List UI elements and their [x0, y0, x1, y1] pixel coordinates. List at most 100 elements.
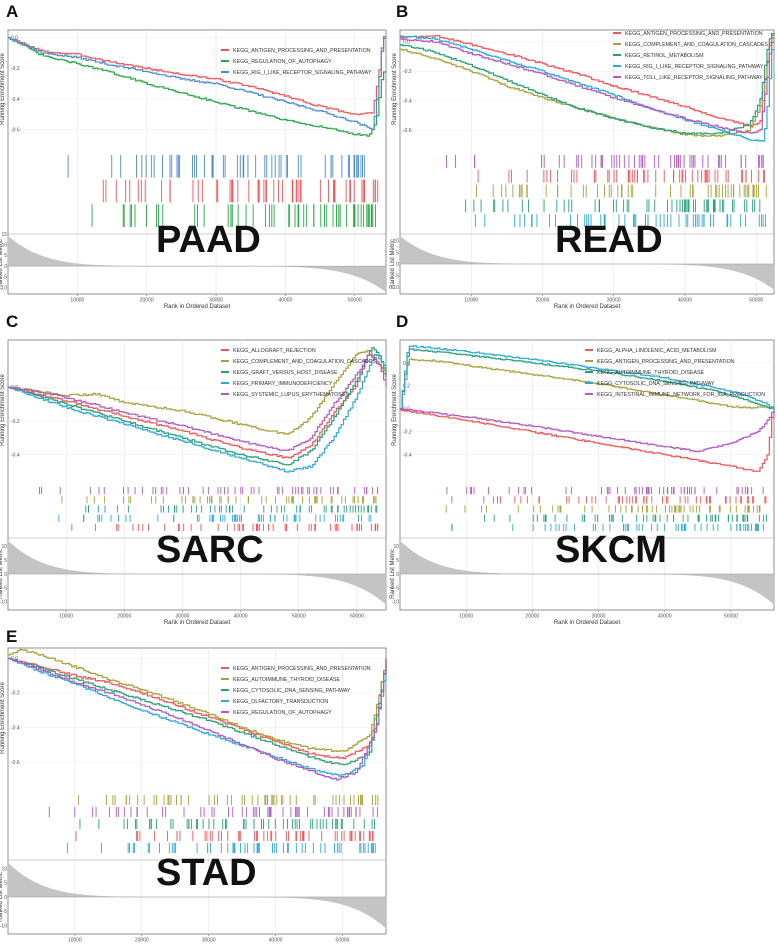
es-line-kegg-antigen-processing-and-presentation	[400, 358, 775, 410]
y-tick-label: -10	[0, 923, 7, 929]
plot-frame	[7, 339, 387, 611]
hit-row-kegg-regulation-of-autophagy	[48, 807, 378, 817]
es-line-kegg-regulation-of-autophagy	[8, 37, 387, 137]
legend-label: KEGG_RETINOL_METABOLISM	[625, 53, 704, 59]
legend-label: KEGG_COMPLEMENT_AND_COAGULATION_CASCADES	[233, 359, 376, 365]
hit-row-kegg-intestinal-immune-network-for-iga-production	[446, 487, 764, 495]
y-axis-label-metric: Ranked List Metric	[390, 239, 396, 289]
hit-row-kegg-antigen-processing-and-presentation	[102, 179, 379, 203]
y-tick-label: 0.0	[403, 40, 410, 46]
legend-label: KEGG_CYTOSOLIC_DNA_SENSING_PATHWAY	[597, 381, 715, 387]
y-tick-label: -10	[392, 285, 399, 291]
x-tick-label: 60000	[350, 614, 364, 620]
y-tick-label: 0	[396, 262, 399, 268]
hit-row-kegg-rig-i-like-receptor-signaling-pathway	[67, 155, 365, 178]
legend-label: KEGG_INTESTINAL_IMMUNE_NETWORK_FOR_IGA_P…	[597, 392, 765, 398]
legend-label: KEGG_ALLOGRAFT_REJECTION	[233, 348, 316, 354]
hit-row-kegg-allograft-rejection	[71, 523, 379, 531]
legend-label: KEGG_ANTIGEN_PROCESSING_AND_PRESENTATION	[233, 666, 371, 672]
y-tick-label: 15	[1, 232, 7, 238]
panel-letter: C	[6, 312, 18, 331]
y-tick-label: 10	[1, 243, 7, 249]
y-tick-label: 5	[396, 250, 399, 256]
y-tick-label: -0.4	[11, 452, 20, 458]
x-tick-label: 20000	[117, 614, 131, 620]
es-line-kegg-olfactory-transduction	[8, 657, 387, 777]
y-tick-label: -0.6	[11, 127, 20, 133]
y-tick-label: -0.4	[11, 725, 20, 731]
plot-frame	[7, 647, 387, 935]
es-line-kegg-toll-like-receptor-signaling-pathway	[400, 38, 775, 134]
legend-label: KEGG_AUTOIMMUNE_THYROID_DISEASE	[233, 677, 341, 683]
y-tick-label: -0.2	[11, 66, 20, 72]
hit-row-kegg-regulation-of-autophagy	[91, 204, 377, 227]
es-line-kegg-rig-i-like-receptor-signaling-pathway	[400, 35, 775, 142]
y-axis-label-es: Running Enrichment Score	[392, 373, 398, 445]
y-tick-label: 0	[4, 572, 7, 578]
legend-label: KEGG_OLFACTORY_TRANSDUCTION	[233, 699, 328, 705]
x-tick-label: 20000	[140, 298, 154, 304]
plot-frame	[399, 29, 775, 295]
x-tick-label: 30000	[176, 614, 190, 620]
legend-label: KEGG_REGULATION_OF_AUTOPHAGY	[233, 59, 332, 65]
y-tick-label: 5	[4, 253, 7, 259]
hit-row-kegg-autoimmune-thyroid-disease	[483, 514, 767, 522]
y-tick-label: 0.2	[403, 384, 410, 390]
x-tick-label: 10000	[464, 298, 478, 304]
y-tick-label: -0.2	[11, 419, 20, 425]
x-tick-label: 50000	[336, 938, 350, 944]
es-line-kegg-rig-i-like-receptor-signaling-pathway	[8, 35, 387, 131]
x-tick-label: 40000	[678, 298, 692, 304]
y-tick-label: 0.0	[11, 35, 18, 41]
y-tick-label: -5	[395, 586, 400, 592]
legend-label: KEGG_COMPLEMENT_AND_COAGULATION_CASCADES	[625, 42, 768, 48]
hit-row-kegg-toll-like-receptor-signaling-pathway	[446, 155, 764, 168]
panel-letter: B	[396, 2, 408, 21]
y-tick-label: 10	[1, 544, 7, 550]
y-tick-label: -0.4	[11, 97, 20, 103]
y-axis-label-es: Running Enrichment Score	[392, 52, 398, 124]
legend-label: KEGG_ANTIGEN_PROCESSING_AND_PRESENTATION	[625, 31, 763, 37]
plot-frame	[7, 29, 387, 295]
y-tick-label: -0.2	[403, 430, 412, 436]
es-line-kegg-antigen-processing-and-presentation	[8, 37, 387, 116]
legend-label: KEGG_ANTIGEN_PROCESSING_AND_PRESENTATION	[597, 359, 735, 365]
legend: KEGG_ALLOGRAFT_REJECTION KEGG_COMPLEMENT_…	[221, 348, 376, 398]
y-axis-label-metric: Ranked List Metric	[0, 239, 4, 289]
x-tick-label: 50000	[749, 298, 763, 304]
es-line-kegg-systemic-lupus-erythematosus	[8, 353, 387, 452]
x-axis-label: Rank in Ordered Dataset	[164, 304, 231, 310]
es-line-kegg-complement-and-coagulation-cascades	[8, 349, 387, 435]
y-axis-label-es: Running Enrichment Score	[0, 681, 6, 753]
legend-label: KEGG_GRAFT_VERSUS_HOST_DISEASE	[233, 370, 338, 376]
es-line-kegg-primary-immunodeficiency	[8, 354, 387, 473]
legend-label: KEGG_RIG_I_LIKE_RECEPTOR_SIGNALING_PATHW…	[233, 70, 372, 76]
hit-row-kegg-olfactory-transduction	[66, 843, 376, 853]
cancer-type-label: SARC	[156, 529, 264, 571]
x-axis-label: Rank in Ordered Dataset	[164, 620, 231, 626]
x-tick-label: 30000	[202, 938, 216, 944]
es-line-kegg-antigen-processing-and-presentation	[400, 34, 775, 127]
y-axis-label-metric: Ranked List Metric	[0, 872, 4, 922]
legend-label: KEGG_CYTOSOLIC_DNA_SENSING_PATHWAY	[233, 688, 351, 694]
legend-label: KEGG_ALPHA_LINOLENIC_ACID_METABOLISM	[597, 348, 716, 354]
hit-row-kegg-cytosolic-dna-sensing-pathway	[79, 819, 376, 829]
hit-row-kegg-antigen-processing-and-presentation	[75, 831, 374, 841]
hit-row-kegg-alpha-linolenic-acid-metabolism	[451, 496, 767, 504]
es-line-kegg-intestinal-immune-network-for-iga-production	[400, 408, 775, 453]
es-line-kegg-allograft-rejection	[8, 350, 387, 459]
es-line-kegg-cytosolic-dna-sensing-pathway	[400, 345, 775, 410]
legend: KEGG_ANTIGEN_PROCESSING_AND_PRESENTATION…	[221, 48, 372, 76]
y-tick-label: 10	[1, 866, 7, 872]
legend: KEGG_ANTIGEN_PROCESSING_AND_PRESENTATION…	[613, 31, 768, 81]
es-line-kegg-alpha-linolenic-acid-metabolism	[400, 408, 775, 472]
x-tick-label: 40000	[269, 938, 283, 944]
es-line-kegg-cytosolic-dna-sensing-pathway	[8, 657, 387, 766]
panel-letter: A	[6, 2, 18, 21]
y-axis-label-es: Running Enrichment Score	[0, 52, 6, 124]
panel-letter: D	[396, 312, 408, 331]
